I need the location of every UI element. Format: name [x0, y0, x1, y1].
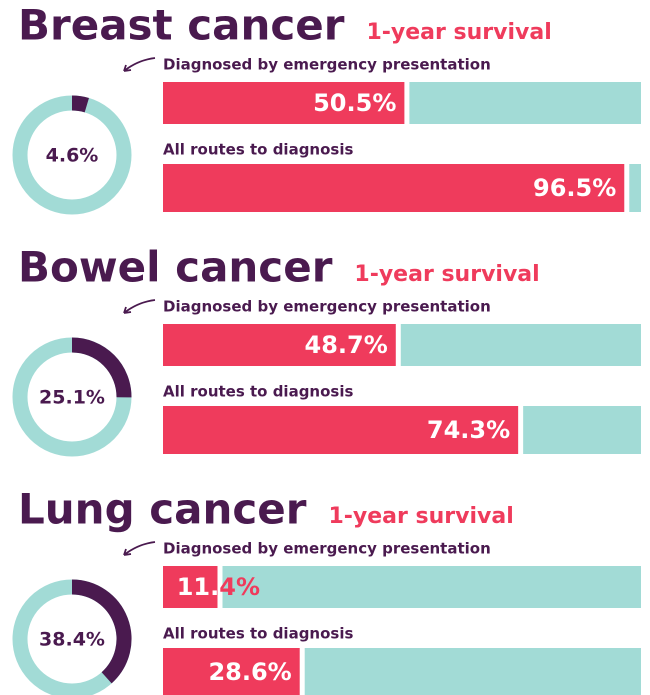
value-label: 28.6% — [208, 658, 291, 686]
bar-label: All routes to diagnosis — [163, 625, 353, 643]
value-label: 96.5% — [533, 174, 616, 202]
donut-arc — [71, 337, 132, 398]
bar-label: Diagnosed by emergency presentation — [163, 298, 491, 316]
section-title: Bowel cancer — [18, 243, 333, 292]
value-label: 96.5% — [533, 174, 616, 202]
bar-remainder — [222, 566, 641, 608]
value-label: 11.4% — [177, 573, 260, 601]
bar-value — [163, 164, 625, 212]
bar-remainder — [523, 406, 641, 454]
value-label: 50.5% — [313, 89, 396, 117]
bar-label: Diagnosed by emergency presentation — [163, 540, 491, 558]
section-subtitle: 1-year survival — [328, 504, 513, 529]
arrow — [123, 57, 156, 72]
value-label: 48.7% — [305, 331, 388, 359]
bar-remainder — [400, 324, 641, 366]
section-title: Breast cancer — [18, 1, 345, 50]
donut-label: 4.6% — [46, 145, 99, 167]
section-title: Lung cancer — [18, 485, 307, 534]
value-label: 11.4% — [177, 573, 260, 601]
section-subtitle: 1-year survival — [366, 20, 551, 45]
bar-value — [163, 82, 405, 124]
bar-label: All routes to diagnosis — [163, 383, 353, 401]
bar-value — [163, 324, 396, 366]
donut-arc — [71, 95, 89, 113]
donut-arc — [71, 579, 132, 684]
donut-label: 25.1% — [39, 387, 105, 409]
bar-label: All routes to diagnosis — [163, 141, 353, 159]
arrow — [123, 299, 156, 314]
value-label: 48.7% — [305, 331, 388, 359]
value-label: 50.5% — [313, 89, 396, 117]
bar-remainder — [629, 164, 641, 212]
section-subtitle: 1-year survival — [354, 262, 539, 287]
value-label: 74.3% — [427, 416, 510, 444]
bar-remainder — [304, 648, 641, 695]
bar-value — [163, 648, 300, 695]
bar-value — [163, 566, 218, 608]
donut-label: 38.4% — [39, 629, 105, 651]
bar-value — [163, 406, 519, 454]
value-label: 74.3% — [427, 416, 510, 444]
bar-remainder — [409, 82, 641, 124]
bar-label: Diagnosed by emergency presentation — [163, 56, 491, 74]
arrow — [123, 541, 156, 556]
value-label: 28.6% — [208, 658, 291, 686]
